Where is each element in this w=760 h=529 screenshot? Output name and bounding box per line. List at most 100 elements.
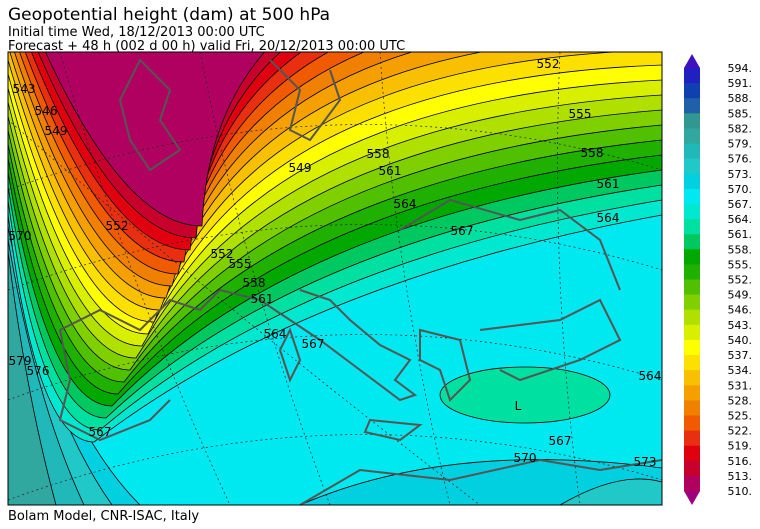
graticule bbox=[8, 224, 662, 291]
colorbar-swatch bbox=[684, 309, 700, 326]
colorbar-swatch bbox=[684, 400, 700, 416]
contour-label: 543 bbox=[13, 82, 36, 96]
contour-label: 567 bbox=[89, 425, 112, 439]
colorbar-label: 516. bbox=[728, 455, 753, 468]
colorbar-label: 588. bbox=[728, 92, 753, 105]
graticule bbox=[59, 52, 231, 505]
colorbar-label: 519. bbox=[728, 440, 753, 453]
colorbar-label: 564. bbox=[728, 213, 753, 226]
title: Geopotential height (dam) at 500 hPa bbox=[8, 5, 330, 25]
coastline bbox=[399, 198, 621, 291]
field bbox=[439, 366, 611, 424]
colorbar-swatch bbox=[684, 415, 700, 432]
colorbar-swatch bbox=[684, 203, 700, 220]
colorbar-arrow bbox=[684, 491, 700, 505]
coastline bbox=[299, 458, 662, 505]
contour-label: 552 bbox=[537, 57, 560, 71]
colorbar-swatch bbox=[684, 355, 700, 371]
colorbar-swatch bbox=[684, 294, 700, 311]
map: 5525555585615645675645615585555525495465… bbox=[8, 52, 662, 505]
contour-label: 564 bbox=[639, 369, 662, 383]
contour-label: 558 bbox=[581, 146, 604, 160]
graticule bbox=[379, 52, 451, 505]
colorbar-swatch bbox=[684, 445, 700, 462]
coastline bbox=[269, 59, 342, 142]
colorbar-label: 543. bbox=[728, 319, 753, 332]
colorbar-swatch bbox=[684, 128, 700, 145]
graticule bbox=[8, 124, 662, 191]
graticule bbox=[8, 434, 662, 501]
map-frame bbox=[7, 51, 663, 506]
colorbar-swatch bbox=[684, 83, 700, 99]
contour-label: 549 bbox=[289, 161, 312, 175]
contour-label: 564 bbox=[264, 327, 287, 341]
colorbar-label: 555. bbox=[728, 258, 753, 271]
colorbar-label: 540. bbox=[728, 334, 753, 347]
colorbar-label: 591. bbox=[728, 77, 753, 90]
field bbox=[45, 52, 266, 227]
contour-label: 579 bbox=[9, 354, 32, 368]
colorbar-label: 594. bbox=[728, 62, 753, 75]
colorbar-swatch bbox=[684, 158, 700, 175]
colorbar-label: 513. bbox=[728, 470, 753, 483]
contour-label: 576 bbox=[27, 364, 50, 378]
graticule bbox=[199, 52, 331, 505]
colorbar-swatch bbox=[684, 249, 700, 265]
colorbar-swatch bbox=[684, 143, 700, 160]
colorbar-label: 531. bbox=[728, 379, 753, 392]
colorbar-swatch bbox=[684, 68, 700, 84]
contour-label: 546 bbox=[35, 104, 58, 118]
contour-label: 558 bbox=[243, 276, 266, 290]
colorbar-swatch bbox=[684, 385, 700, 401]
coastline bbox=[118, 58, 182, 172]
colorbar-label: 534. bbox=[728, 364, 753, 377]
colorbar: 594. 591. 588. 585. 582. 579. 576. 573. 570. 567.… bbox=[684, 54, 752, 505]
contour-label: 567 bbox=[549, 434, 572, 448]
colorbar-label: 525. bbox=[728, 409, 753, 422]
graticule bbox=[8, 334, 662, 401]
colorbar-swatch bbox=[684, 370, 700, 386]
colorbar-swatch bbox=[684, 234, 700, 250]
contour-label: 558 bbox=[367, 147, 390, 161]
colorbar-label: 570. bbox=[728, 183, 753, 196]
forecast-time: Forecast + 48 h (002 d 00 h) valid Fri, … bbox=[8, 39, 405, 54]
graticule bbox=[8, 119, 481, 505]
colorbar-arrow bbox=[684, 54, 700, 68]
colorbar-label: 567. bbox=[728, 198, 753, 211]
contour-label: 564 bbox=[394, 197, 417, 211]
colorbar-label: 573. bbox=[728, 168, 753, 181]
footer: Bolam Model, CNR-ISAC, Italy bbox=[8, 509, 199, 524]
contour-label: L bbox=[515, 399, 522, 413]
contour-label: 570 bbox=[9, 229, 32, 243]
contour-label: 570 bbox=[514, 451, 537, 465]
colorbar-swatch bbox=[684, 430, 700, 447]
colorbar-swatch bbox=[684, 264, 700, 280]
colorbar-swatch bbox=[684, 324, 700, 341]
contour-label: 564 bbox=[597, 211, 620, 225]
coastline bbox=[58, 329, 171, 442]
contour-label: 561 bbox=[597, 177, 620, 191]
colorbar-swatch bbox=[684, 279, 700, 296]
colorbar-label: 585. bbox=[728, 107, 753, 120]
coastline bbox=[363, 418, 423, 442]
colorbar-swatch bbox=[684, 475, 700, 492]
initial-time: Initial time Wed, 18/12/2013 00:00 UTC bbox=[8, 25, 265, 40]
contour-label: 549 bbox=[45, 124, 68, 138]
contour-label: 561 bbox=[251, 292, 274, 306]
colorbar-label: 561. bbox=[728, 228, 753, 241]
contour-label: 561 bbox=[379, 164, 402, 178]
colorbar-label: 537. bbox=[728, 349, 753, 362]
coastline bbox=[59, 288, 418, 402]
colorbar-swatch bbox=[684, 339, 700, 356]
coastline bbox=[479, 298, 622, 382]
contour-label: 552 bbox=[211, 247, 234, 261]
colorbar-label: 522. bbox=[728, 425, 753, 438]
colorbar-label: 510. bbox=[728, 485, 753, 498]
colorbar-label: 579. bbox=[728, 138, 753, 151]
colorbar-label: 552. bbox=[728, 274, 753, 287]
contour-label: 552 bbox=[106, 219, 129, 233]
contour-label: 567 bbox=[451, 224, 474, 238]
contour-label: 573 bbox=[634, 455, 657, 469]
colorbar-swatch bbox=[684, 460, 700, 477]
